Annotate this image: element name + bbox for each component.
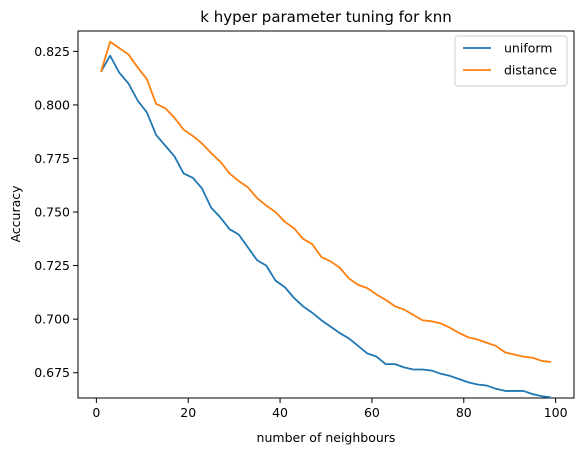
y-tick-label: 0.750 <box>34 205 70 220</box>
x-tick-label: 80 <box>456 405 472 420</box>
y-tick-label: 0.700 <box>34 312 70 327</box>
x-tick-label: 60 <box>364 405 380 420</box>
y-axis-label: Accuracy <box>8 185 23 243</box>
legend-label-distance: distance <box>504 63 557 78</box>
x-tick-label: 40 <box>272 405 288 420</box>
legend: uniform distance <box>454 35 568 87</box>
y-tick-label: 0.825 <box>34 44 70 59</box>
x-tick-label: 100 <box>544 405 568 420</box>
x-tick-label: 0 <box>92 405 100 420</box>
y-tick-label: 0.800 <box>34 97 70 112</box>
series-line-distance <box>100 40 552 363</box>
ticks-layer: 0 20 40 60 80 100 0.675 0.700 0.725 0.750 0.775 0.8… <box>34 44 567 420</box>
legend-label-uniform: uniform <box>504 41 552 56</box>
series-line-uniform <box>100 54 552 399</box>
series-layer <box>100 40 552 399</box>
chart-title: k hyper parameter tuning for knn <box>200 8 451 26</box>
y-tick-label: 0.675 <box>34 365 70 380</box>
x-axis-label: number of neighbours <box>257 430 396 445</box>
y-tick-label: 0.725 <box>34 258 70 273</box>
x-tick-label: 20 <box>180 405 196 420</box>
plot-area <box>77 30 575 399</box>
y-tick-label: 0.775 <box>34 151 70 166</box>
